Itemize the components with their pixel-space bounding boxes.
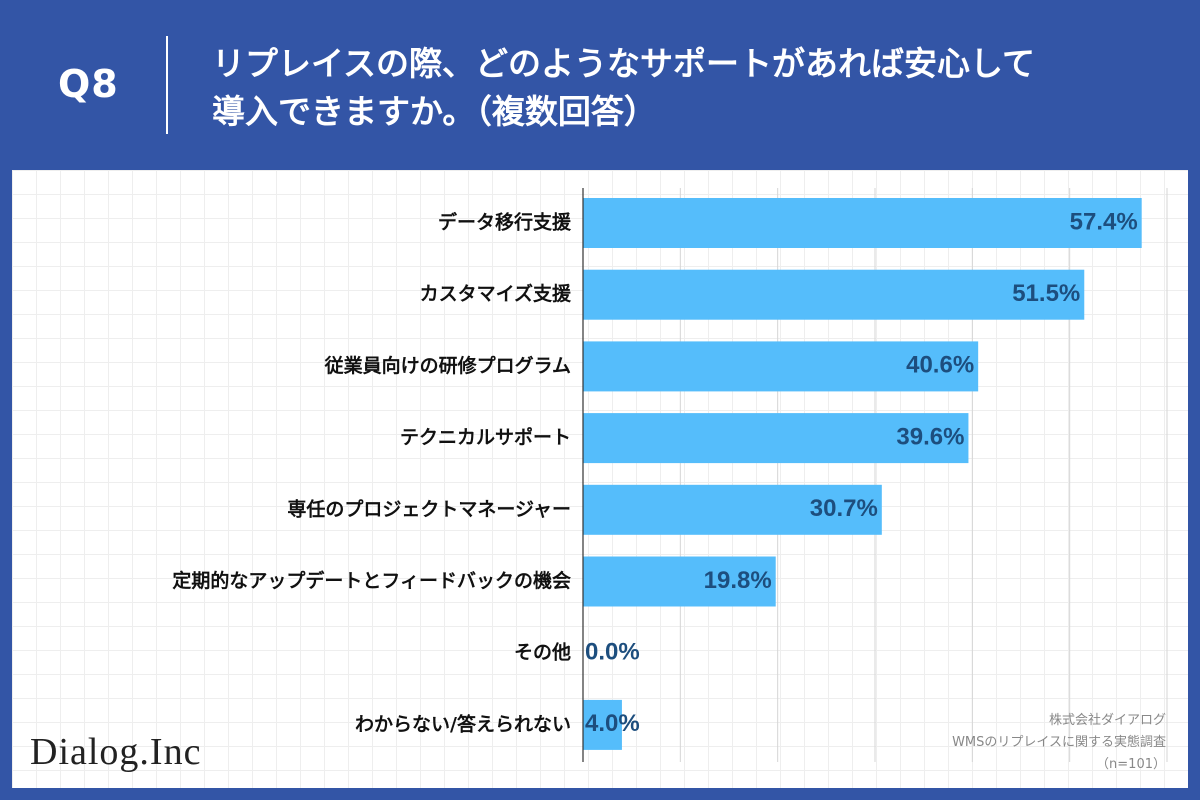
category-label: 専任のプロジェクトマネージャー — [287, 497, 571, 520]
header-divider — [166, 36, 168, 134]
category-label: 定期的なアップデートとフィードバックの機会 — [172, 569, 571, 592]
bar-chart: データ移行支援 57.4% カスタマイズ支援 51.5% 従業員向けの研修プログラム 40… — [172, 188, 1168, 762]
bar — [583, 484, 882, 535]
question-title: リプレイスの際、どのようなサポートがあれば安心して 導入できますか。（複数回答） — [212, 40, 1172, 136]
survey-credits: 株式会社ダイアログ WMSのリプレイスに関する実態調査 （n=101） — [846, 710, 1166, 776]
category-label: 従業員向けの研修プログラム — [324, 354, 571, 377]
bar — [583, 556, 776, 607]
category-label: わからない/答えられない — [355, 712, 571, 735]
bar — [583, 341, 979, 392]
value-label: 4.0% — [585, 710, 640, 737]
value-label: 39.6% — [896, 423, 964, 450]
question-title-line-2: 導入できますか。（複数回答） — [212, 92, 657, 131]
chart-panel: データ移行支援 57.4% カスタマイズ支援 51.5% 従業員向けの研修プログラム 40… — [12, 170, 1188, 788]
value-label: 30.7% — [810, 495, 878, 522]
value-label: 0.0% — [585, 639, 640, 666]
bar — [583, 198, 1142, 248]
value-label: 40.6% — [906, 352, 974, 379]
credit-sample-size: （n=101） — [1096, 757, 1166, 772]
category-label: テクニカルサポート — [400, 426, 571, 449]
credit-survey-title: WMSのリプレイスに関する実態調査 — [952, 735, 1166, 750]
company-logo: Dialog.Inc — [30, 731, 202, 773]
question-header: Q8 リプレイスの際、どのようなサポートがあれば安心して 導入できますか。（複数… — [0, 0, 1200, 170]
question-number: Q8 — [58, 62, 119, 106]
value-label: 51.5% — [1012, 280, 1080, 307]
bar — [583, 413, 969, 464]
bar — [583, 269, 1085, 320]
credit-company: 株式会社ダイアログ — [1048, 713, 1166, 728]
category-label: データ移行支援 — [438, 211, 572, 234]
value-label: 57.4% — [1070, 208, 1138, 235]
value-label: 19.8% — [704, 567, 772, 594]
question-title-line-1: リプレイスの際、どのようなサポートがあれば安心して — [212, 44, 1036, 83]
category-label: その他 — [514, 641, 571, 664]
bar — [583, 699, 622, 750]
category-label: カスタマイズ支援 — [420, 282, 572, 305]
